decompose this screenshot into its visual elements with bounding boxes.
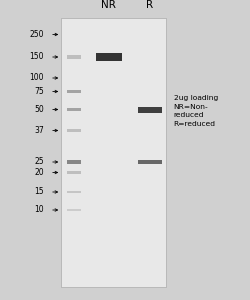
Bar (67, 209, 80, 211)
Text: 2ug loading
NR=Non-
reduced
R=reduced: 2ug loading NR=Non- reduced R=reduced (174, 95, 218, 127)
Bar (67, 129, 80, 132)
Text: 100: 100 (29, 74, 44, 82)
Bar (61, 18, 166, 286)
Bar (67, 191, 80, 193)
Text: NR: NR (101, 1, 116, 10)
Bar (96, 53, 122, 61)
Text: 150: 150 (29, 52, 44, 62)
Text: 15: 15 (34, 188, 44, 196)
Text: 250: 250 (29, 30, 44, 39)
Bar (138, 106, 162, 112)
Text: 50: 50 (34, 105, 44, 114)
Bar (67, 160, 80, 164)
Text: 10: 10 (34, 206, 44, 214)
Text: 25: 25 (34, 158, 44, 166)
Bar (67, 89, 80, 93)
Bar (67, 171, 80, 174)
Bar (67, 55, 80, 58)
Text: R: R (146, 1, 154, 10)
Text: 37: 37 (34, 126, 44, 135)
Bar (67, 107, 80, 111)
Bar (138, 160, 162, 164)
Text: 75: 75 (34, 87, 44, 96)
Text: 20: 20 (34, 168, 44, 177)
